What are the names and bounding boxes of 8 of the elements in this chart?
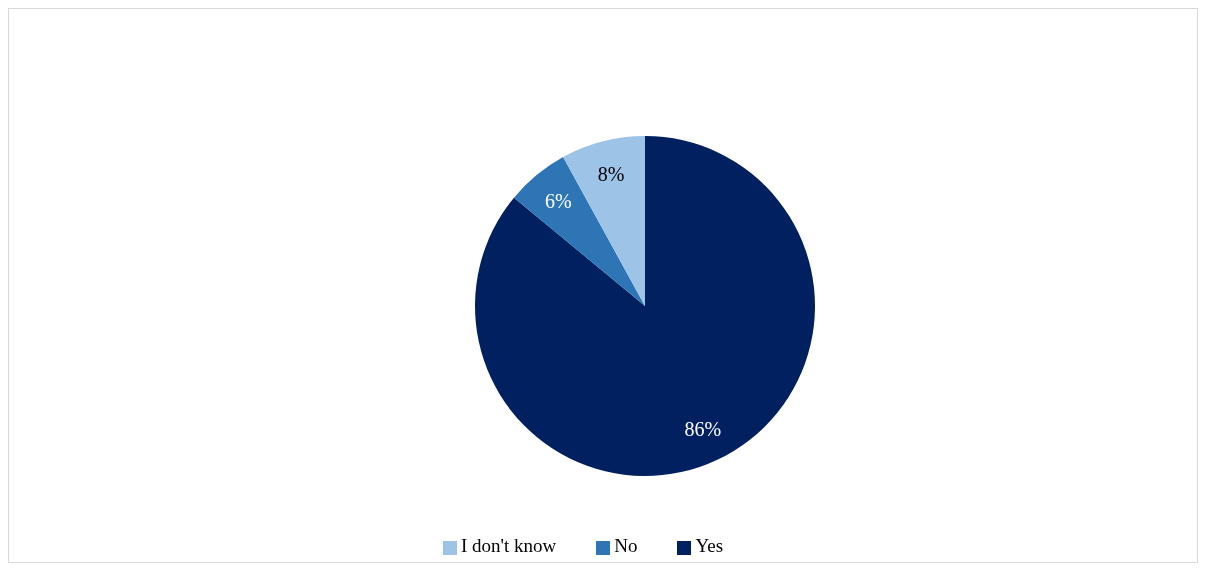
legend-label: No (614, 535, 638, 556)
data-label: 6% (544, 190, 572, 213)
pie-slice (514, 157, 645, 306)
legend-label: Yes (695, 535, 724, 556)
data-label: 8% (597, 163, 625, 186)
legend-label: I don't know (460, 535, 557, 556)
pie-slice (475, 136, 815, 476)
data-label: 86% (684, 418, 722, 441)
